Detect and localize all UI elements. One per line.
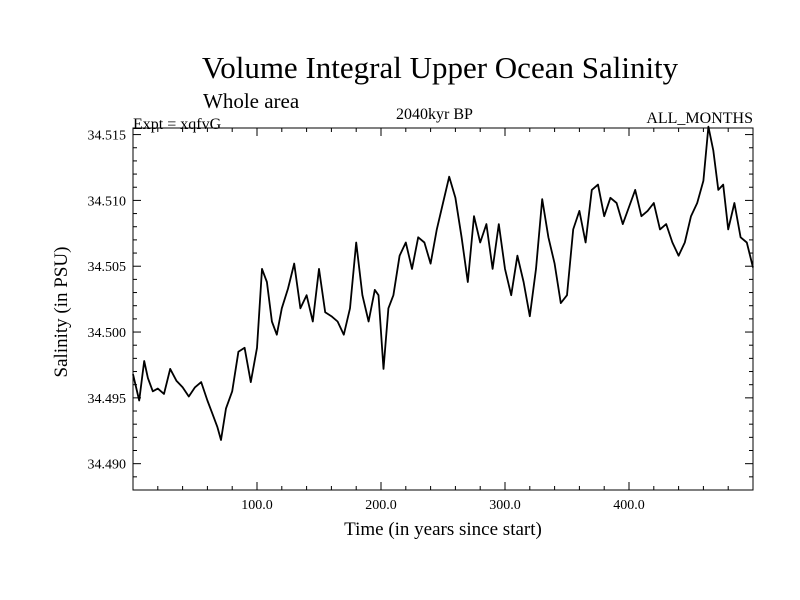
period-label: 2040kyr BP xyxy=(396,106,473,123)
y-tick-label: 34.500 xyxy=(88,326,127,341)
y-axis-ticks: 34.490 34.495 34.500 34.505 34.510 34.515 xyxy=(88,129,753,478)
y-tick-label: 34.515 xyxy=(88,129,127,144)
experiment-label: Expt = xqfvG xyxy=(133,116,222,133)
chart-subtitle: Whole area xyxy=(203,89,300,113)
x-tick-label: 400.0 xyxy=(613,498,645,513)
x-axis-label: Time (in years since start) xyxy=(344,519,542,540)
x-tick-label: 300.0 xyxy=(489,498,521,513)
y-tick-label: 34.495 xyxy=(88,392,127,407)
chart-title: Volume Integral Upper Ocean Salinity xyxy=(201,50,679,85)
x-axis-ticks: 100.0 200.0 300.0 400.0 xyxy=(157,128,729,513)
x-tick-label: 100.0 xyxy=(241,498,273,513)
plot-frame xyxy=(132,127,754,491)
salinity-series-line xyxy=(132,125,754,441)
y-tick-label: 34.510 xyxy=(88,194,127,209)
months-label: ALL_MONTHS xyxy=(646,110,753,127)
y-tick-label: 34.490 xyxy=(88,458,127,473)
y-tick-label: 34.505 xyxy=(88,260,127,275)
x-tick-label: 200.0 xyxy=(365,498,397,513)
